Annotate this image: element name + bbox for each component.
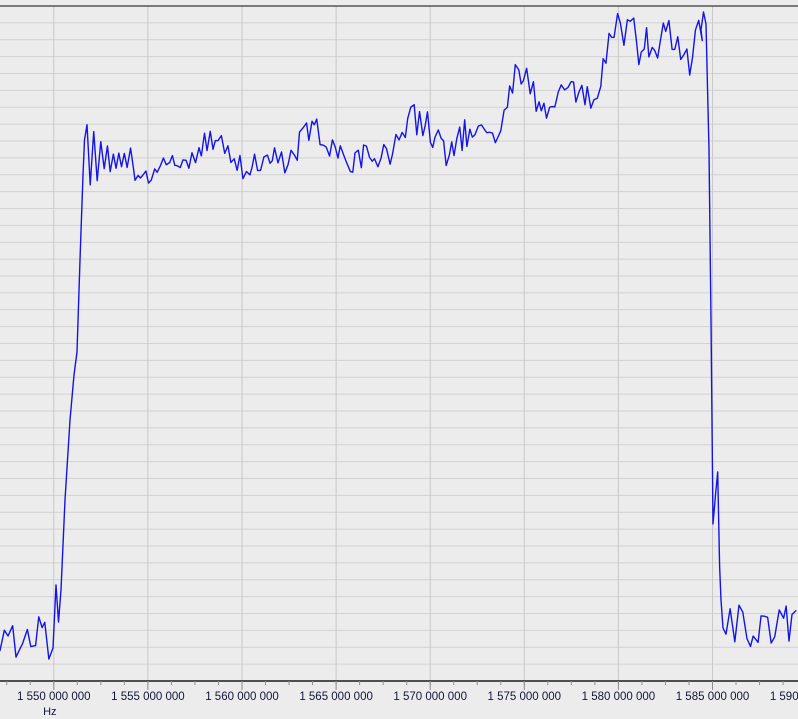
svg-text:1 570 000 000: 1 570 000 000 <box>393 691 467 703</box>
svg-text:1 590 000 000: 1 590 000 000 <box>770 691 798 703</box>
svg-text:1 555 000 000: 1 555 000 000 <box>111 691 185 703</box>
svg-text:1 585 000 000: 1 585 000 000 <box>676 691 750 703</box>
svg-text:1 580 000 000: 1 580 000 000 <box>582 691 656 703</box>
svg-text:1 560 000 000: 1 560 000 000 <box>205 691 279 703</box>
svg-text:1 550 000 000: 1 550 000 000 <box>17 691 91 703</box>
svg-text:1 565 000 000: 1 565 000 000 <box>299 691 373 703</box>
svg-text:Hz: Hz <box>43 706 56 718</box>
svg-text:1 575 000 000: 1 575 000 000 <box>488 691 562 703</box>
